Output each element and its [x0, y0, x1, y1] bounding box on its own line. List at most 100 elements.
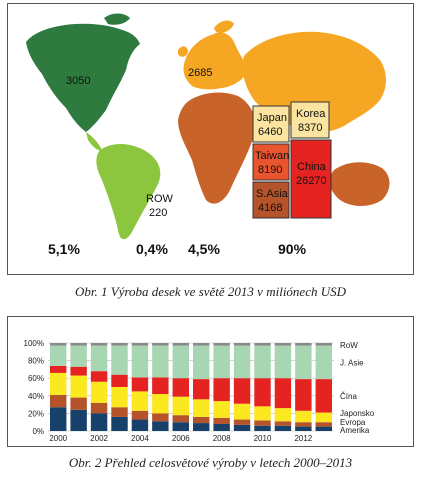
bar-segment: [111, 343, 128, 346]
europe-value: 2685: [188, 67, 212, 79]
bar-segment: [233, 419, 251, 425]
bar-segment: [254, 406, 271, 421]
bar-segment: [90, 371, 108, 382]
australia-region: [329, 162, 390, 206]
bar-segment: [111, 345, 128, 375]
bar-segment: [254, 345, 271, 379]
bar-segment: [315, 412, 332, 423]
bar-segment: [50, 343, 67, 346]
bar-segment: [233, 345, 251, 379]
bar-segment: [90, 402, 108, 414]
s-asia-value: 4168: [258, 202, 282, 214]
bar-segment: [315, 379, 332, 413]
north-america-region: [26, 23, 140, 133]
bar-segment: [50, 345, 67, 366]
bar-segment: [70, 397, 87, 410]
bar-segment: [295, 422, 312, 427]
bar-segment: [213, 378, 230, 402]
share-europe: 4,5%: [188, 241, 220, 257]
bar-segment: [131, 391, 149, 411]
x-tick-label: 2006: [172, 434, 190, 443]
figure-1-map: 3050 2685 ROW 220 Japan 6460 Korea 8370 …: [7, 3, 414, 275]
y-tick-label: 0%: [32, 427, 44, 436]
bar-segment: [193, 379, 210, 400]
x-tick-label: 2004: [131, 434, 149, 443]
bar-segment: [274, 408, 292, 422]
series-label: J. Asie: [340, 358, 364, 367]
bar-segment: [274, 378, 292, 409]
taiwan-label: Taiwan: [255, 150, 289, 162]
share-row: 0,4%: [136, 241, 168, 257]
bar-segment: [172, 378, 189, 397]
x-tick-label: 2012: [294, 434, 312, 443]
bar-segment: [111, 374, 128, 387]
bar-segment: [295, 379, 312, 411]
y-tick-label: 20%: [28, 409, 44, 418]
china-value: 26270: [296, 175, 327, 187]
bar-segment: [213, 345, 230, 379]
bar-segment: [172, 422, 189, 431]
series-label: RoW: [340, 341, 358, 350]
china-box: [290, 139, 332, 219]
bar-segment: [152, 394, 169, 414]
bar-segment: [152, 421, 169, 431]
x-tick-label: 2008: [213, 434, 231, 443]
x-tick-label: 2002: [90, 434, 108, 443]
bar-segment: [70, 345, 87, 367]
bar-segment: [295, 410, 312, 423]
china-label: China: [297, 161, 327, 173]
share-asia: 90%: [278, 241, 307, 257]
bar-segment: [233, 424, 251, 431]
bar-segment: [70, 409, 87, 431]
bar-segment: [70, 375, 87, 398]
bar-segment: [50, 372, 67, 395]
bar-segment: [131, 410, 149, 420]
bar-segment: [315, 345, 332, 380]
bar-segment: [172, 345, 189, 379]
bar-segment: [50, 365, 67, 373]
bar-segment: [90, 345, 108, 372]
bar-segment: [50, 407, 67, 431]
bar-segment: [213, 417, 230, 424]
y-tick-label: 100%: [24, 339, 44, 348]
bar-segment: [152, 343, 169, 346]
bar-segment: [172, 343, 189, 346]
korea-value: 8370: [298, 122, 322, 134]
bar-segment: [152, 345, 169, 378]
bar-segment: [70, 343, 87, 346]
bar-segment: [111, 407, 128, 417]
japan-label: Japan: [257, 112, 287, 124]
japan-box: [252, 105, 290, 143]
series-label: Čína: [340, 392, 357, 401]
bar-segment: [213, 343, 230, 346]
share-americas: 5,1%: [48, 241, 80, 257]
bar-segment: [233, 343, 251, 346]
bar-segment: [315, 422, 332, 427]
bar-segment: [111, 387, 128, 408]
bar-segment: [131, 345, 149, 378]
south-america-region: [96, 144, 161, 240]
bar-segment: [254, 343, 271, 346]
taiwan-box: [252, 143, 290, 181]
korea-label: Korea: [296, 108, 326, 120]
bar-segment: [90, 381, 108, 403]
bar-segment: [295, 343, 312, 346]
bar-segment: [152, 413, 169, 422]
bar-segment: [274, 421, 292, 426]
bar-segment: [315, 343, 332, 346]
x-tick-label: 2010: [254, 434, 272, 443]
bar-segment: [315, 426, 332, 431]
japan-value: 6460: [258, 126, 282, 138]
bar-segment: [193, 343, 210, 346]
bar-segment: [254, 425, 271, 431]
y-tick-label: 80%: [28, 357, 44, 366]
bar-segment: [90, 343, 108, 346]
bar-segment: [233, 378, 251, 404]
world-map: 3050 2685 ROW 220 Japan 6460 Korea 8370 …: [26, 13, 390, 257]
bar-segment: [274, 343, 292, 346]
taiwan-value: 8190: [258, 164, 282, 176]
row-value: 220: [149, 207, 167, 219]
bar-segment: [193, 399, 210, 417]
s-asia-label: S.Asia: [256, 188, 289, 200]
stacked-bar-chart: 0% 20% 40% 60% 80% 100% 2000 2002 2004 2006 2008 20…: [24, 339, 375, 443]
